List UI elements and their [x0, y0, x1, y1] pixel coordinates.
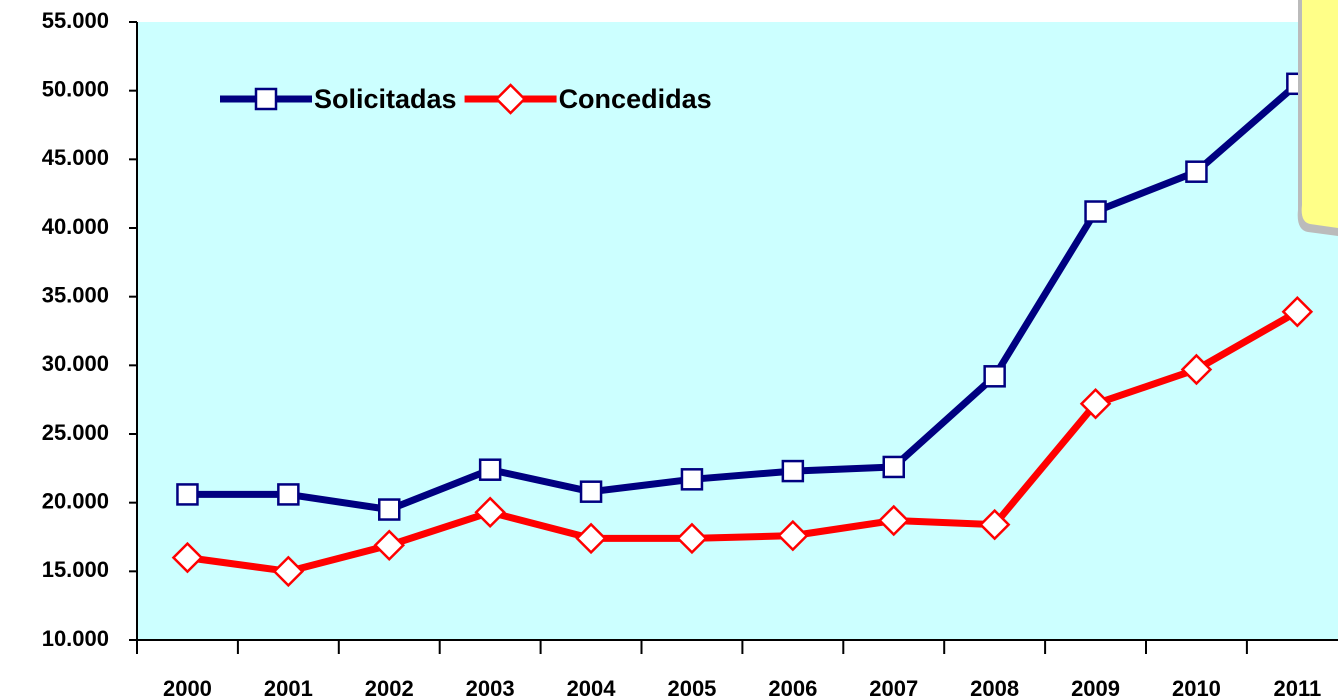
- y-tick-label: 10.000: [42, 626, 109, 651]
- data-point: [177, 484, 197, 504]
- x-tick-label: 2005: [667, 676, 716, 700]
- data-point: [682, 469, 702, 489]
- plot-area: [137, 22, 1338, 640]
- y-tick-label: 55.000: [42, 8, 109, 33]
- y-tick-label: 35.000: [42, 282, 109, 307]
- data-point: [581, 482, 601, 502]
- legend-label: Concedidas: [559, 84, 712, 114]
- data-point: [278, 484, 298, 504]
- y-tick-label: 40.000: [42, 214, 109, 239]
- data-point: [1186, 162, 1206, 182]
- x-tick-label: 2007: [869, 676, 918, 700]
- legend-marker: [256, 89, 276, 109]
- x-tick-label: 2009: [1071, 676, 1120, 700]
- chart: 10.000 15.000 20.000 25.000 30.000 35.000 40.0…: [0, 0, 1338, 700]
- sticky-note: [1298, 0, 1338, 236]
- legend-label: Solicitadas: [314, 84, 457, 114]
- y-tick-label: 20.000: [42, 488, 109, 513]
- x-tick-label: 2004: [567, 676, 617, 700]
- data-point: [1086, 202, 1106, 222]
- y-tick-label: 15.000: [42, 557, 109, 582]
- x-tick-label: 2000: [163, 676, 212, 700]
- note-body: [1302, 0, 1338, 228]
- y-tick-label: 50.000: [42, 76, 109, 101]
- x-tick-label: 2011: [1273, 676, 1321, 700]
- x-tick-label: 2002: [365, 676, 414, 700]
- x-tick-label: 2003: [466, 676, 515, 700]
- y-tick-label: 30.000: [42, 351, 109, 376]
- y-tick-label: 25.000: [42, 420, 109, 445]
- data-point: [985, 366, 1005, 386]
- x-tick-label: 2008: [970, 676, 1019, 700]
- data-point: [884, 457, 904, 477]
- data-point: [783, 461, 803, 481]
- x-tick-label: 2010: [1172, 676, 1221, 700]
- x-tick-label: 2001: [264, 676, 313, 700]
- x-tick-label: 2006: [768, 676, 817, 700]
- data-point: [379, 500, 399, 520]
- data-point: [480, 460, 500, 480]
- y-tick-label: 45.000: [42, 145, 109, 170]
